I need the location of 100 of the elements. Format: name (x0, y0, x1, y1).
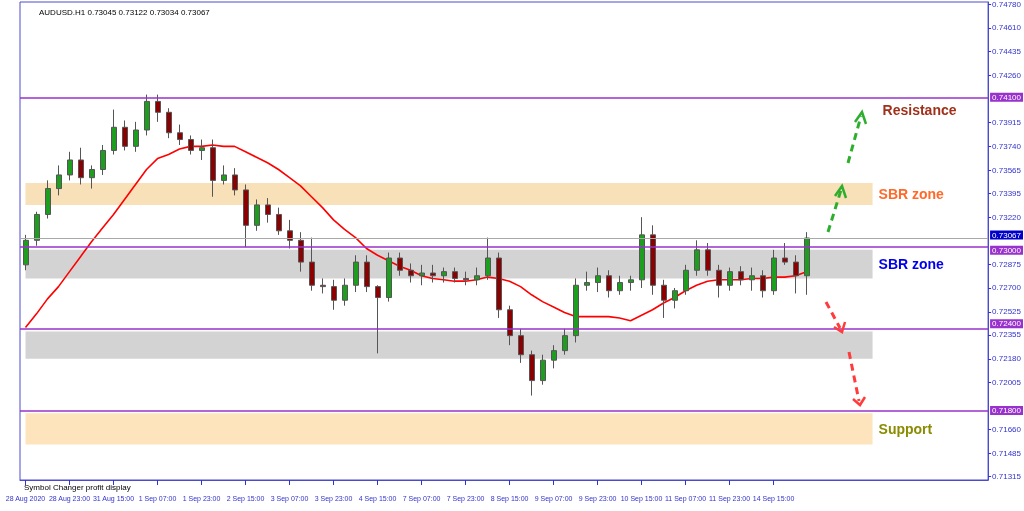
candlestick (254, 198, 260, 232)
candlestick (584, 271, 590, 292)
candlestick (111, 109, 117, 156)
candlestick (749, 267, 755, 292)
candlestick (364, 254, 370, 293)
candlestick (683, 264, 689, 296)
candlestick (562, 328, 568, 356)
candlestick (738, 265, 744, 286)
y-tick-label: 0.74260 (992, 71, 1022, 81)
candlestick (177, 124, 183, 146)
candlestick (331, 279, 337, 311)
candlestick (45, 179, 51, 220)
ref-line-label: 0.73067 (992, 230, 1022, 240)
candlestick (507, 305, 513, 346)
candlestick (617, 275, 623, 296)
ref-line-label: 0.74100 (992, 92, 1022, 102)
candlestick (122, 119, 128, 151)
candlestick (89, 164, 95, 190)
candlestick (716, 264, 722, 299)
y-tick-label: 0.73915 (992, 118, 1022, 128)
candlestick (496, 252, 502, 319)
y-tick-label: 0.71660 (992, 425, 1022, 435)
candlestick (265, 197, 271, 224)
y-tick-label: 0.71315 (992, 472, 1022, 482)
candlestick (628, 275, 634, 292)
y-tick-label: 0.72005 (992, 378, 1022, 388)
annotation: Resistance (882, 102, 957, 118)
candlestick (705, 242, 711, 277)
y-tick-label: 0.73395 (992, 188, 1022, 198)
ref-line-label: 0.71800 (992, 406, 1022, 416)
candlestick (342, 277, 348, 307)
candlestick (353, 254, 359, 293)
text: AUDUSD.H1 0.73045 0.73122 0.73034 0.73067 (39, 7, 211, 17)
candlestick (782, 242, 788, 266)
candlestick (551, 344, 557, 369)
candlestick (529, 350, 535, 397)
y-tick-label: 0.73565 (992, 165, 1022, 175)
y-tick-label: 0.72355 (992, 330, 1022, 340)
candlestick (133, 121, 139, 153)
y-tick-label: 0.74610 (992, 23, 1022, 33)
y-tick-label: 0.72875 (992, 259, 1022, 269)
candlestick (100, 144, 106, 176)
candlestick (78, 147, 84, 185)
y-tick-label: 0.72525 (992, 307, 1022, 317)
candlestick (375, 284, 381, 354)
candlestick (221, 164, 227, 185)
candlestick (199, 139, 205, 161)
candlestick (397, 252, 403, 277)
band-label: SBR zone (878, 256, 945, 273)
candlestick (518, 328, 524, 364)
text: Symbol Changer profit display (24, 482, 131, 492)
candlestick (639, 216, 645, 289)
candlestick (166, 107, 172, 139)
candlestick (485, 237, 491, 281)
band-label: Support (878, 420, 933, 437)
candlestick (23, 234, 29, 271)
candlestick (606, 269, 612, 299)
candlestick (287, 219, 293, 249)
candlestick (430, 264, 436, 284)
candlestick (573, 277, 579, 343)
ref-line-label: 0.72400 (992, 319, 1022, 329)
y-tick-label: 0.73220 (992, 212, 1022, 222)
candlestick (243, 183, 249, 248)
candlestick (320, 277, 326, 294)
candlestick (694, 239, 700, 277)
candlestick (540, 354, 546, 386)
candlestick (804, 231, 810, 296)
candlestick (727, 267, 733, 292)
y-tick-label: 0.72180 (992, 354, 1022, 364)
y-tick-label: 0.73740 (992, 141, 1022, 151)
candlestick (661, 279, 667, 319)
candlestick (408, 262, 414, 284)
y-tick-label: 0.74780 (992, 0, 1022, 10)
y-tick-label: 0.72700 (992, 283, 1022, 293)
ref-line-label: 0.73000 (992, 245, 1022, 255)
candlestick (298, 231, 304, 273)
candlestick (232, 167, 238, 196)
candlestick (672, 287, 678, 309)
candlestick (188, 134, 194, 156)
candlestick (463, 271, 469, 286)
candlestick (210, 139, 216, 198)
candlestick (144, 94, 150, 136)
y-tick-label: 0.71485 (992, 448, 1022, 458)
candlestick (650, 224, 656, 296)
candlestick (386, 252, 392, 303)
band-label: SBR zone (878, 186, 945, 203)
candlestick (155, 94, 161, 123)
candlestick (771, 249, 777, 296)
candlestick (34, 211, 40, 247)
candlestick (441, 267, 447, 284)
candlestick (452, 267, 458, 284)
candlestick (419, 264, 425, 286)
candlestick (595, 267, 601, 293)
candlestick (760, 269, 766, 299)
candlestick (793, 254, 799, 294)
candlestick (474, 267, 480, 286)
y-tick-label: 0.74435 (992, 47, 1022, 57)
candlestick (309, 237, 315, 292)
candlestick (276, 207, 282, 236)
candlestick (56, 164, 62, 196)
